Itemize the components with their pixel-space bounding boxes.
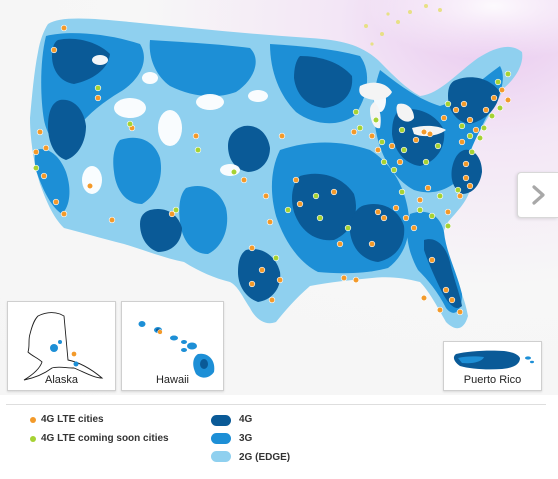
2g-swatch-icon [211, 451, 231, 462]
puerto-rico-label: Puerto Rico [463, 374, 522, 386]
hawaii-label: Hawaii [155, 374, 189, 386]
puerto-rico-inset[interactable]: Puerto Rico [443, 341, 542, 391]
alaska-map [23, 312, 104, 381]
next-arrow-button[interactable] [517, 172, 558, 218]
lte-city-dot-icon [30, 417, 36, 423]
decorative-sparkles [364, 4, 442, 46]
puerto-rico-map [453, 350, 534, 370]
3g-swatch-icon [211, 433, 231, 444]
legend-4g: 4G [239, 414, 253, 425]
no-coverage-gaps [82, 55, 386, 194]
4g-swatch-icon [211, 415, 231, 426]
chevron-right-icon [532, 185, 545, 205]
legend-lte-cities: 4G LTE cities [41, 414, 104, 425]
coverage-map-stage: Alaska Hawaii [0, 0, 558, 395]
us-coverage-map [30, 4, 523, 329]
alaska-label: Alaska [44, 374, 79, 386]
legend-3g: 3G [239, 433, 253, 444]
legend-2g: 2G (EDGE) [239, 452, 291, 463]
alaska-inset[interactable]: Alaska [7, 301, 116, 391]
legend-divider [6, 404, 546, 405]
lte-city-markers [32, 24, 512, 316]
hawaii-map [138, 321, 215, 378]
hawaii-inset[interactable]: Hawaii [121, 301, 224, 391]
lte-coming-soon-markers [32, 70, 512, 262]
lte-coming-dot-icon [30, 436, 36, 442]
legend-lte-coming: 4G LTE coming soon cities [41, 433, 169, 444]
